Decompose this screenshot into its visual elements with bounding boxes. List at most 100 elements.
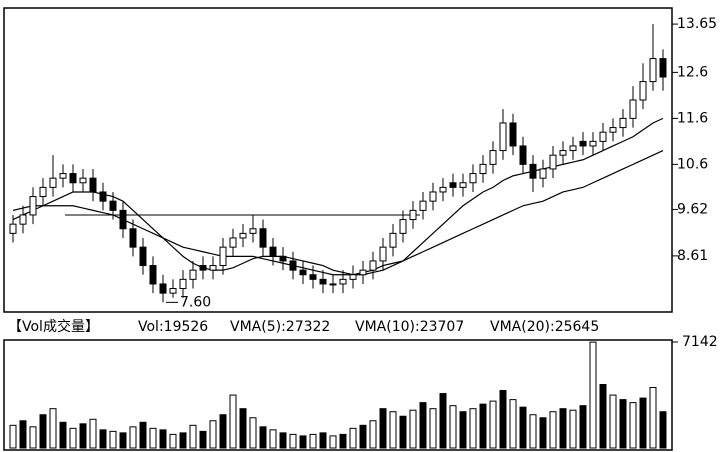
candle-body xyxy=(499,122,507,152)
volume-bar xyxy=(449,405,457,449)
candle-body xyxy=(239,232,247,239)
volume-bar xyxy=(229,394,237,449)
volume-bar xyxy=(169,433,177,449)
annotation: 7.60 xyxy=(180,294,211,310)
candle-body xyxy=(509,122,517,147)
volume-bar xyxy=(329,435,337,449)
volume-bar xyxy=(569,409,577,449)
y-tick-label: 9.62 xyxy=(677,201,708,217)
candle-body xyxy=(19,214,27,225)
candle-body xyxy=(589,140,597,147)
volume-bar xyxy=(129,426,137,449)
volume-bar xyxy=(579,405,587,449)
candle-body xyxy=(49,177,57,188)
volume-bar xyxy=(99,429,107,449)
volume-bar xyxy=(299,435,307,449)
volume-bar xyxy=(519,406,527,449)
candle-body xyxy=(149,265,157,285)
volume-bar xyxy=(89,418,97,449)
volume-bar xyxy=(649,387,657,449)
volume-bar xyxy=(219,414,227,449)
candle-body xyxy=(609,127,617,133)
candle-body xyxy=(659,58,667,78)
volume-bar xyxy=(619,399,627,449)
candle-body xyxy=(9,223,17,234)
volume-bar xyxy=(539,417,547,449)
candle-body xyxy=(219,246,227,267)
volume-bar xyxy=(149,427,157,449)
volume-bar xyxy=(349,427,357,449)
y-tick-label: 8.61 xyxy=(677,248,708,264)
candle-body xyxy=(389,232,397,248)
volume-bar xyxy=(59,421,67,449)
candle-body xyxy=(579,140,587,147)
volume-bar xyxy=(469,408,477,449)
candle-body xyxy=(489,150,497,165)
volume-bar xyxy=(359,424,367,449)
candle-body xyxy=(179,278,187,290)
candle-body xyxy=(519,145,527,165)
candle-body xyxy=(339,278,347,285)
candle-body xyxy=(99,191,107,202)
volume-bar xyxy=(379,408,387,449)
volume-bar xyxy=(209,420,217,449)
volume-bar xyxy=(659,411,667,449)
y-tick-label: 10.6 xyxy=(677,156,708,172)
y-tick-label: 7142 xyxy=(682,334,718,350)
candle-body xyxy=(369,260,377,271)
candle-body xyxy=(169,288,177,294)
volume-bar xyxy=(9,424,17,449)
volume-bar xyxy=(559,408,567,449)
candle-body xyxy=(319,278,327,285)
volume-bar xyxy=(259,426,267,449)
candle-body xyxy=(189,269,197,280)
candle-body xyxy=(479,163,487,175)
candle-body xyxy=(329,283,337,286)
volume-bar xyxy=(509,399,517,449)
candle-body xyxy=(559,150,567,156)
moving-average-line xyxy=(12,117,664,276)
volume-bar xyxy=(489,400,497,449)
candle-body xyxy=(279,255,287,262)
volume-bar xyxy=(339,433,347,449)
volume-bar xyxy=(269,429,277,449)
candle-body xyxy=(469,173,477,184)
candle-body xyxy=(539,168,547,179)
price-frame xyxy=(3,7,673,313)
volume-bar xyxy=(419,402,427,449)
volume-bar xyxy=(179,432,187,449)
y-tick-label: 11.6 xyxy=(677,110,708,126)
candle-body xyxy=(649,58,657,83)
moving-average-line xyxy=(12,150,664,276)
volume-bar xyxy=(309,433,317,449)
volume-bar xyxy=(279,432,287,449)
volume-bar xyxy=(189,424,197,449)
candle-body xyxy=(249,228,257,234)
volume-bar xyxy=(29,426,37,449)
candle-body xyxy=(259,228,267,248)
candle-body xyxy=(409,209,417,221)
volume-bar xyxy=(609,394,617,449)
candle-body xyxy=(359,269,367,276)
candle-body xyxy=(429,191,437,202)
candle-body xyxy=(419,200,427,211)
volume-legend: 【Vol成交量】 Vol:19526 VMA(5):27322 VMA(10):237… xyxy=(8,318,599,335)
volume-bar xyxy=(479,403,487,449)
volume-bar xyxy=(109,430,117,449)
candle-body xyxy=(69,173,77,184)
volume-bar xyxy=(49,408,57,449)
candle-body xyxy=(89,177,97,193)
candle-body xyxy=(199,265,207,271)
candle-body xyxy=(289,260,297,271)
volume-bar xyxy=(19,420,27,449)
volume-bar xyxy=(289,433,297,449)
volume-bar xyxy=(139,421,147,449)
candle-body xyxy=(599,131,607,142)
candle-body xyxy=(129,228,137,248)
volume-bar xyxy=(459,411,467,449)
legend-text: VMA(5):27322 xyxy=(230,319,330,335)
volume-bar xyxy=(249,417,257,449)
volume-bar xyxy=(239,408,247,449)
candle-body xyxy=(139,246,147,267)
